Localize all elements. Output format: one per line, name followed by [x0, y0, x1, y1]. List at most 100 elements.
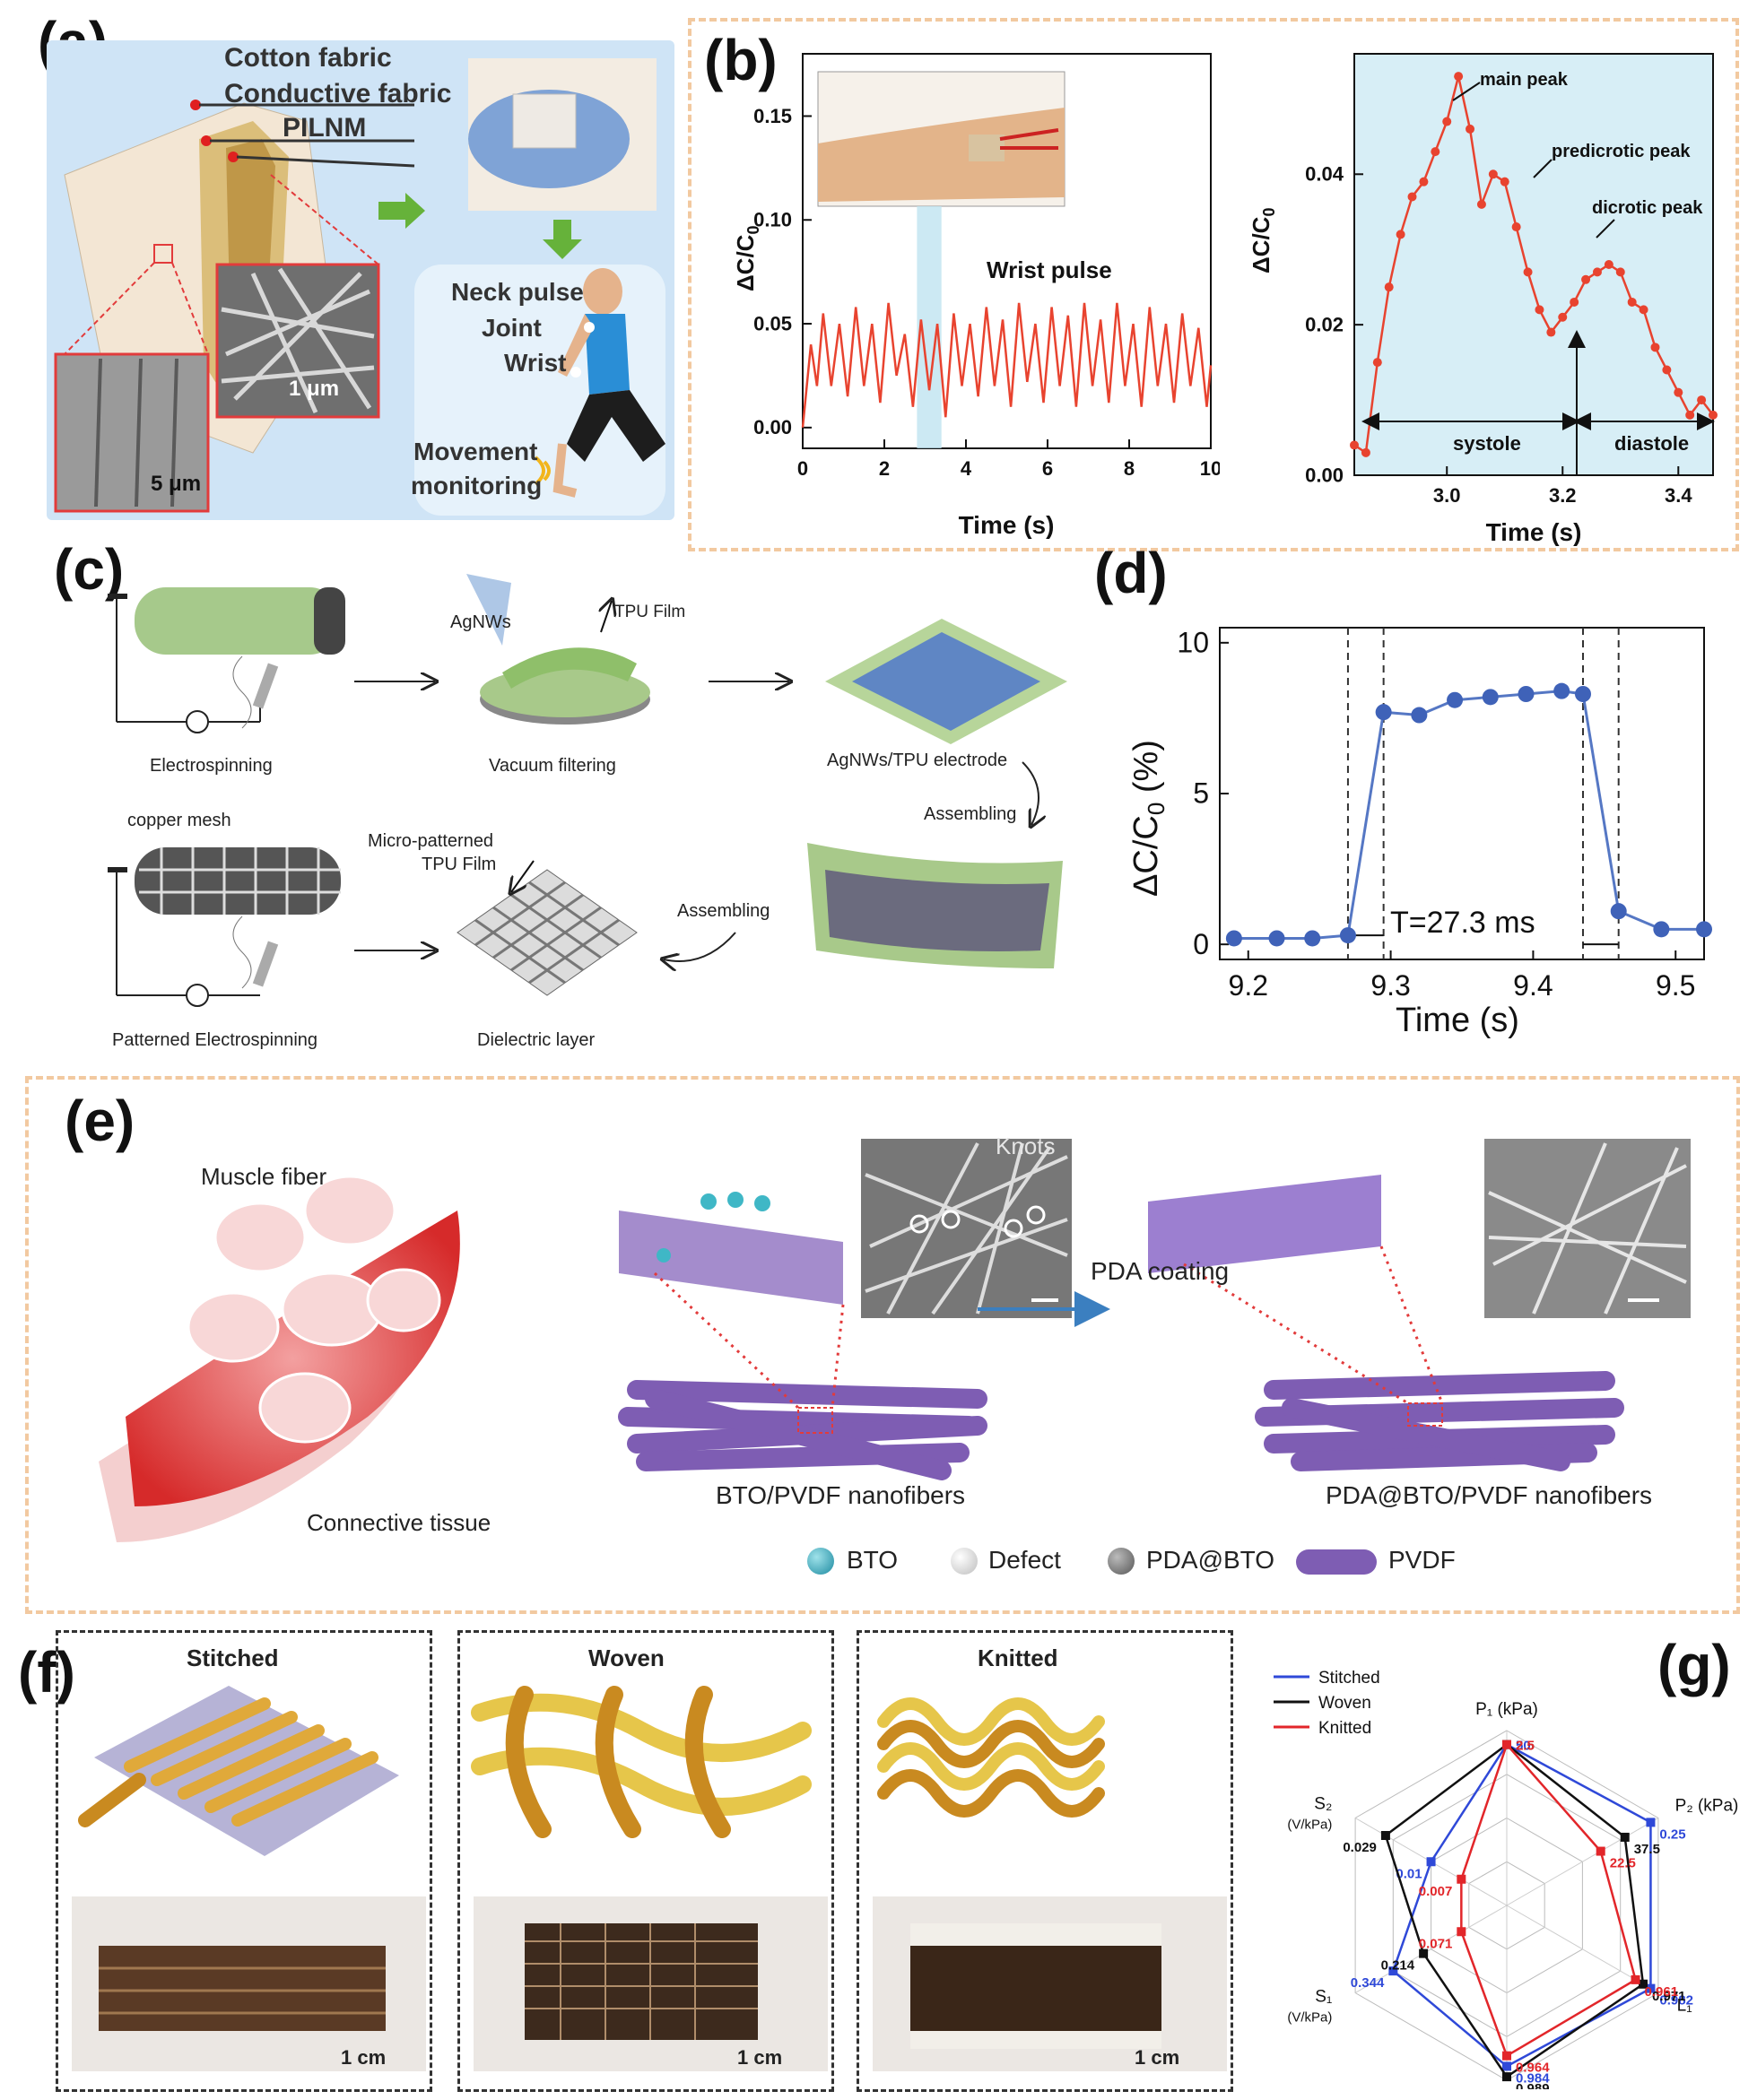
radar-value-label: 0.029: [1343, 1840, 1377, 1855]
data-point: [1225, 930, 1242, 947]
layer-label-pilnm: PILNM: [283, 113, 367, 143]
pvdf-icon: [1296, 1549, 1377, 1575]
panel-c-illustration: [108, 574, 1067, 1007]
radar-axis-label: L₁: [1677, 1997, 1692, 2016]
radar-axis-label: S₁: [1315, 1988, 1332, 2007]
panel-label-f: (f): [18, 1640, 75, 1705]
radar-point: [1457, 1927, 1466, 1937]
panel-e-illustration: [99, 1139, 1691, 1542]
inset-label: Wrist pulse: [987, 256, 1112, 283]
plot-frame: [1353, 53, 1714, 476]
data-point: [1553, 682, 1570, 699]
x-tick-label: 9.4: [1513, 969, 1553, 1002]
data-point: [1488, 169, 1498, 179]
y-axis-label: ΔC/C0: [1248, 208, 1278, 273]
data-point: [1268, 930, 1285, 947]
radar-value-label: 2.5: [1516, 1739, 1535, 1754]
radar-series-knitted: [1460, 1742, 1637, 2058]
data-point: [1592, 267, 1602, 277]
panel-label-g: (g): [1657, 1633, 1731, 1697]
body-label-wrist: Wrist: [504, 349, 567, 377]
radar-point: [1502, 2072, 1511, 2082]
radar-point: [1646, 1818, 1656, 1827]
c-label-electrode: AgNWs/TPU electrode: [827, 751, 1008, 770]
data-point: [1304, 930, 1321, 947]
radar-value-label: 0.344: [1351, 1975, 1385, 1991]
legend-bto: BTO: [847, 1546, 899, 1574]
annotation-dicrotic: dicrotic peak: [1592, 198, 1703, 218]
radar-value-label: 0.961: [1645, 1984, 1679, 2000]
radar-value-label: 0.982: [1659, 1993, 1693, 2009]
y-axis-label: ΔC/C0 (%): [1127, 740, 1170, 897]
data-point: [1662, 365, 1672, 375]
series-line: [1233, 690, 1704, 940]
data-point: [1518, 686, 1535, 702]
radar-value-label: 2.5: [1516, 1739, 1535, 1754]
data-point: [1396, 230, 1405, 239]
data-point: [1407, 192, 1417, 202]
radar-value-label: 0.964: [1516, 2061, 1550, 2076]
scale-knitted: 1 cm: [1135, 2046, 1180, 2069]
stitched-box: [56, 1630, 432, 2092]
y-tick-label: 0.00: [1305, 464, 1344, 486]
c-label-agnws: AgNWs: [450, 612, 511, 632]
x-tick-label: 0: [797, 457, 808, 480]
legend-stitched: Stitched: [1318, 1669, 1380, 1688]
y-axis-label: ΔC/C0: [732, 226, 762, 291]
y-tick-label: 10: [1177, 626, 1209, 658]
data-point: [1431, 147, 1440, 157]
data-point: [1546, 327, 1556, 337]
radar-point: [1388, 1966, 1398, 1976]
data-point: [1709, 410, 1718, 420]
c-label-patterned-electrospinning: Patterned Electrospinning: [112, 1030, 318, 1050]
data-point: [1339, 927, 1356, 944]
x-axis-label: Time (s): [1396, 1002, 1519, 1039]
movement-label-1: Movement: [413, 438, 538, 465]
radar-series-stitched: [1391, 1742, 1652, 2068]
x-tick-label: 10: [1200, 457, 1220, 480]
bto-icon: [807, 1548, 834, 1575]
movement-label-2: monitoring: [411, 472, 543, 499]
e-label-pda-bto-pvdf: PDA@BTO/PVDF nanofibers: [1326, 1481, 1653, 1509]
data-point: [1696, 921, 1712, 938]
c-label-dielectric: Dielectric layer: [477, 1030, 596, 1050]
radar-point: [1380, 1831, 1390, 1840]
data-point: [1639, 305, 1648, 315]
data-point: [1575, 686, 1591, 702]
annotation-main-peak: main peak: [1480, 70, 1569, 90]
chart-d: 0 5 10 9.2 9.3 9.4 9.5 T=27.3 ms Time (s) ΔC/C…: [1127, 626, 1712, 1039]
x-tick-label: 8: [1124, 457, 1135, 480]
layer-label-conductive: Conductive fabric: [224, 79, 452, 108]
c-label-micro-patterned: Micro-patterned: [368, 831, 494, 851]
radar-point: [1620, 1832, 1630, 1842]
layer-label-cotton: Cotton fabric: [224, 43, 392, 73]
y-tick-label: 0.10: [753, 209, 792, 231]
data-point: [1653, 921, 1670, 938]
panel-label-c: (c): [54, 537, 125, 602]
radar-spoke: [1506, 1818, 1659, 1906]
radar-point: [1419, 1948, 1429, 1958]
x-tick-label: 3.2: [1549, 484, 1577, 507]
data-point: [1511, 222, 1521, 232]
y-tick-label: 0.05: [753, 312, 792, 334]
data-point: [1447, 691, 1464, 708]
data-point: [1442, 117, 1452, 126]
data-point: [1674, 387, 1683, 397]
panel-label-e: (e): [65, 1089, 135, 1153]
radar-point: [1646, 1983, 1656, 1993]
title-stitched: Stitched: [187, 1644, 279, 1671]
legend-pvdf: PVDF: [1388, 1546, 1456, 1574]
radar-point: [1426, 1857, 1436, 1867]
scale-bar-left: 5 μm: [151, 472, 202, 496]
radar-point: [1502, 1740, 1511, 1749]
data-point: [1350, 440, 1359, 450]
data-point: [1500, 177, 1509, 187]
data-point: [1419, 177, 1429, 187]
data-point: [1570, 297, 1579, 307]
radar-value-label: 0.971: [1652, 1989, 1686, 2004]
panel-a-illustration: [54, 58, 665, 516]
y-tick-label: 0: [1193, 928, 1209, 960]
radar-value-label: 50: [1516, 1739, 1531, 1754]
data-point: [1523, 267, 1533, 277]
radar-value-label: 37.5: [1634, 1842, 1660, 1857]
